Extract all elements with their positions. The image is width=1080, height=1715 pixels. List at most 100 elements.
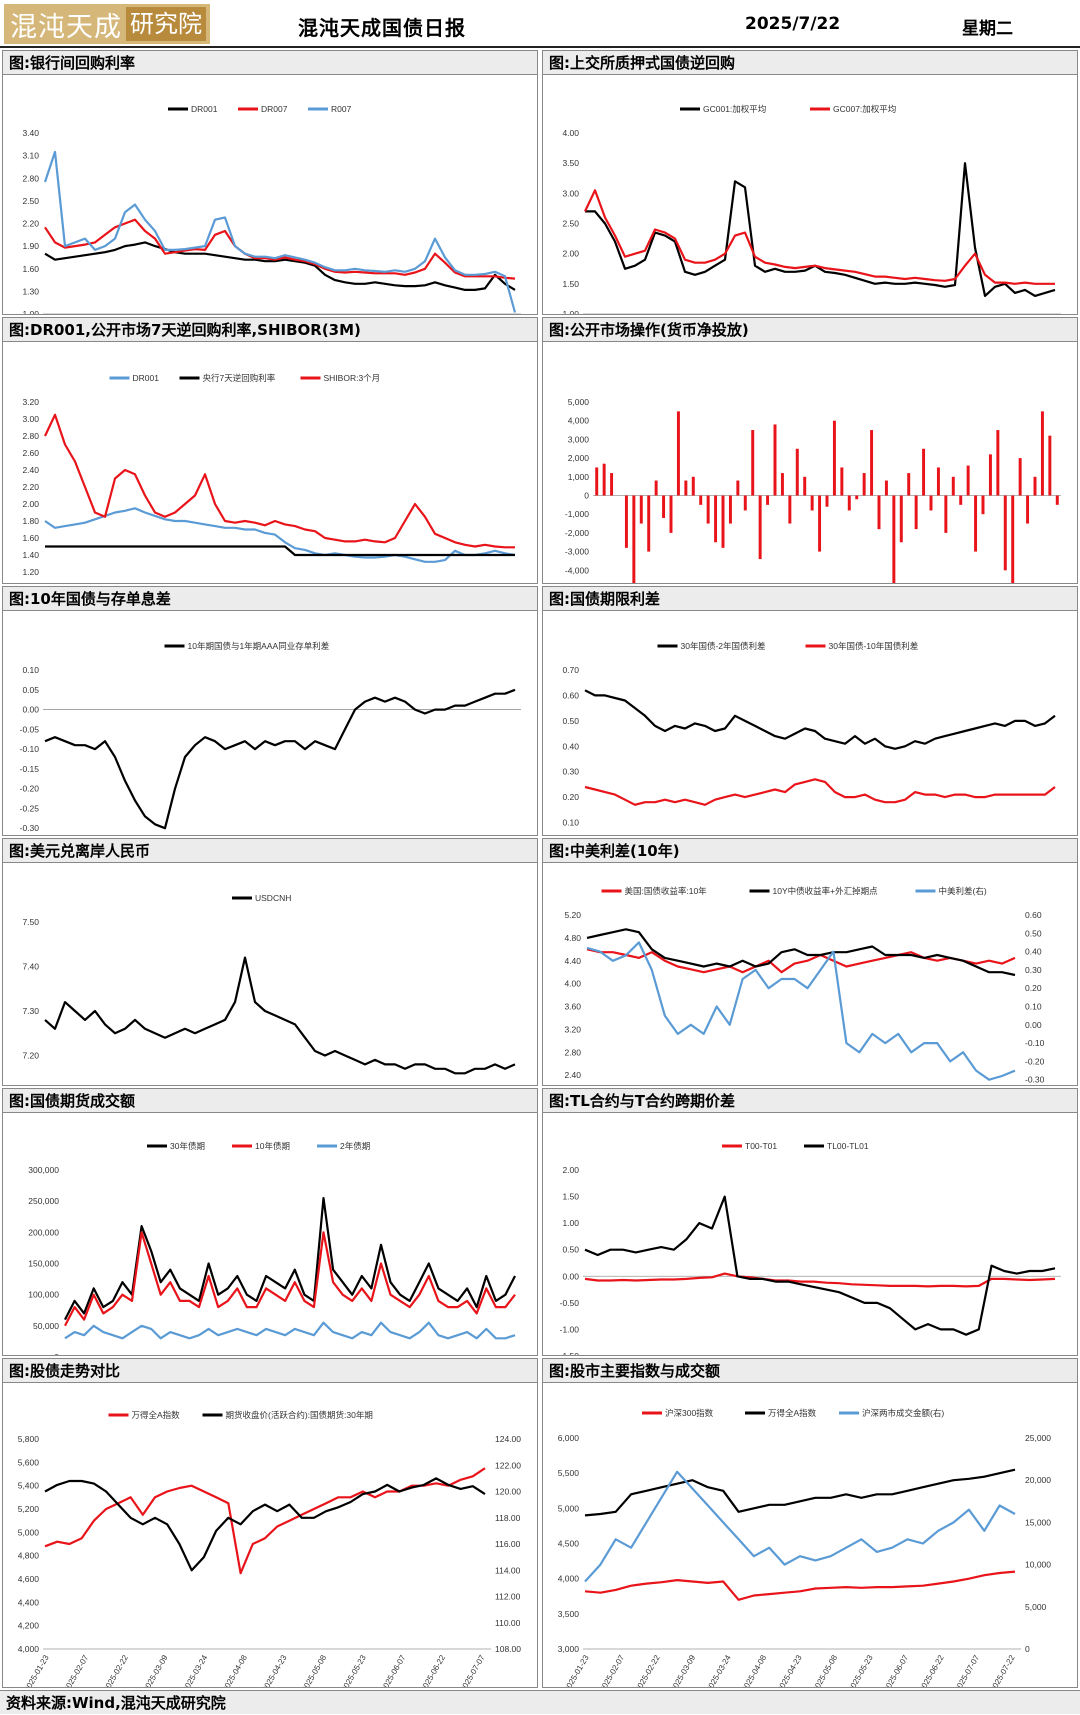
legend-label: 10年债期: [255, 1141, 290, 1151]
bar: [766, 495, 770, 505]
report-weekday: 星期二: [962, 19, 1013, 39]
y-tick-label: 0.10: [562, 818, 579, 828]
y-tick-label: 2.20: [22, 219, 39, 229]
y2-tick-label: 124.00: [495, 1434, 521, 1444]
bar: [602, 463, 606, 496]
chart-panel-3: 图:DR001,公开市场7天逆回购利率,SHIBOR(3M) 3.20 3.00 2.…: [2, 317, 538, 584]
legend-label: USDCNH: [255, 893, 291, 903]
y-tick-label: 3.00: [22, 414, 39, 424]
series-line-3: [43, 150, 517, 313]
x-tick-label: 2025-03-09: [669, 1653, 698, 1687]
y2-tick-label: 114.00: [495, 1565, 521, 1575]
y-tick-label: 250,000: [28, 1196, 59, 1206]
bar: [862, 473, 866, 496]
bar: [922, 448, 926, 496]
bar: [662, 495, 666, 518]
y2-tick-label: 108.00: [495, 1644, 521, 1654]
y-tick-label: 4,800: [18, 1551, 40, 1561]
chart-title: 图:DR001,公开市场7天逆回购利率,SHIBOR(3M): [3, 318, 537, 342]
y-tick-label: 1.20: [22, 567, 39, 577]
y2-tick-label: 0: [1025, 1644, 1030, 1654]
x-tick-label: 2025-04-08: [221, 1653, 250, 1687]
bar: [773, 424, 777, 496]
y2-tick-label: 0.30: [1025, 965, 1042, 975]
chart-panel-11: 图:股债走势对比 5,800 5,600 5,400 5,200 5,000 4,800 4,…: [2, 1358, 538, 1688]
y-tick-label: 4.00: [562, 128, 579, 138]
legend-label: DR001: [191, 104, 218, 114]
legend-label: GC007:加权平均: [833, 104, 896, 114]
y-tick-label: 1.00: [22, 309, 39, 314]
y-tick-label: 6,000: [558, 1433, 580, 1443]
series-line-1: [584, 689, 1056, 750]
chart-svg: 3.403.102.802.502.201.901.601.301.002025…: [22, 104, 521, 314]
y-tick-label: 3,000: [568, 434, 590, 444]
y-tick-label: 7.50: [22, 917, 39, 927]
bar: [758, 495, 762, 560]
bar: [974, 495, 978, 552]
bar: [870, 430, 874, 496]
y-tick-label: -3,000: [565, 547, 589, 557]
company-logo: 混沌天成 研究院: [4, 4, 210, 44]
bar: [840, 467, 844, 496]
x-tick-label: 2025-05-08: [300, 1653, 329, 1687]
y-tick-label: 0.10: [22, 665, 39, 675]
chart-title: 图:TL合约与T合约跨期价差: [543, 1089, 1077, 1113]
report-title: 混沌天成国债日报: [298, 16, 466, 40]
y-tick-label: 1.80: [22, 516, 39, 526]
x-tick-label: 2025-01-23: [562, 1653, 591, 1687]
bar: [743, 495, 747, 511]
legend-label: R007: [331, 104, 352, 114]
bar: [855, 495, 859, 500]
y-tick-label: 1.00: [562, 309, 579, 314]
y-tick-label: 2.50: [562, 219, 579, 229]
chart-title: 图:股债走势对比: [3, 1359, 537, 1383]
x-tick-label: 2025-07-07: [458, 1653, 487, 1687]
y-tick-label: 3.10: [22, 151, 39, 161]
bar: [632, 495, 636, 583]
legend-label: 30年国债-10年国债利差: [829, 641, 919, 651]
y-tick-label: 5.20: [564, 910, 581, 920]
legend-label: 沪深300指数: [665, 1408, 714, 1418]
bar: [877, 495, 881, 530]
y-tick-label: -1,000: [565, 509, 589, 519]
chart-panel-6: 图:国债期限利差0.700.600.500.400.300.200.100.00…: [542, 586, 1078, 836]
bar: [721, 495, 725, 548]
series-line-3: [586, 941, 1016, 1081]
y-tick-label: 1.40: [22, 550, 39, 560]
y-tick-label: 2.50: [22, 196, 39, 206]
y-tick-label: -1.50: [560, 1351, 580, 1355]
bar: [624, 495, 628, 548]
y2-tick-label: 118.00: [495, 1513, 521, 1523]
y-tick-label: 2.80: [564, 1047, 581, 1057]
y-tick-label: 7.30: [22, 1006, 39, 1016]
bar: [966, 465, 970, 496]
series-line-2: [584, 189, 1055, 285]
y-tick-label: 5,000: [568, 397, 590, 407]
y-tick-label: 3.00: [562, 188, 579, 198]
y-tick-label: 2.40: [564, 1070, 581, 1080]
y-tick-label: -0.50: [560, 1298, 580, 1308]
y2-tick-label: 0.50: [1025, 928, 1042, 938]
chart-svg: 4.003.503.002.502.001.501.002025-01-2320…: [562, 104, 1061, 314]
y2-tick-label: 10,000: [1025, 1560, 1051, 1570]
y2-tick-label: 0.60: [1025, 910, 1042, 920]
bar: [751, 430, 755, 496]
y2-tick-label: 25,000: [1025, 1433, 1051, 1443]
bar: [728, 495, 732, 524]
bar: [892, 495, 896, 583]
chart-panel-8: 图:中美利差(10年) 5.20 4.80 4.40 4.00 3.60 3.20 2.80 2…: [542, 838, 1078, 1086]
bar: [639, 495, 643, 524]
series-line-1: [44, 1467, 486, 1575]
legend-label: SHIBOR:3个月: [324, 373, 381, 383]
legend-label: 2年债期: [340, 1141, 370, 1151]
y-tick-label: 4,200: [18, 1621, 40, 1631]
y2-tick-label: 116.00: [495, 1539, 521, 1549]
y2-tick-label: 5,000: [1025, 1602, 1047, 1612]
legend-label: 30年债期: [170, 1141, 205, 1151]
x-tick-label: 2025-04-23: [260, 1653, 289, 1687]
y-tick-label: 4.80: [564, 933, 581, 943]
y-tick-label: -1.00: [560, 1324, 580, 1334]
bar: [706, 495, 710, 524]
chart-title: 图:公开市场操作(货币净投放): [543, 318, 1077, 342]
y-tick-label: 5,000: [18, 1527, 40, 1537]
